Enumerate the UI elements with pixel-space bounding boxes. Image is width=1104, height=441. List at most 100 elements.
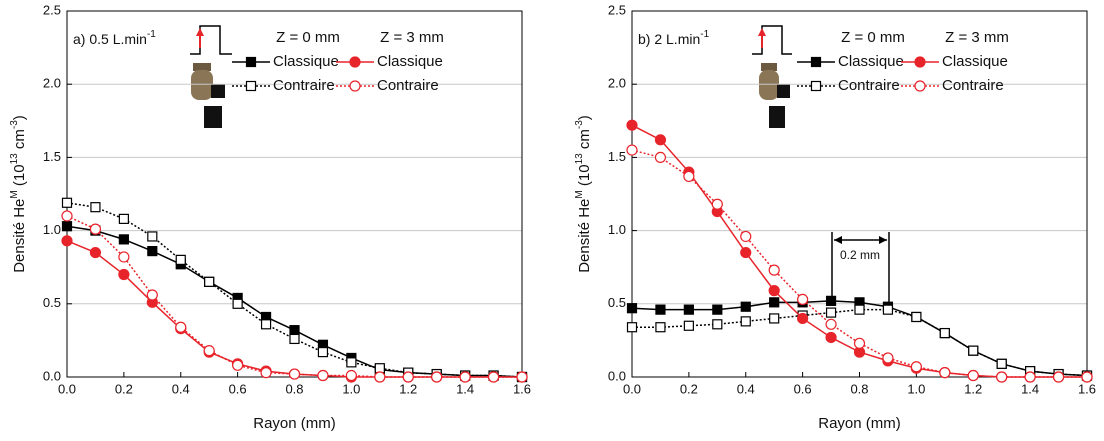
legend-group-title: Z = 0 mm	[276, 29, 340, 46]
series-line	[66, 240, 522, 378]
text-part: Densité He	[576, 199, 593, 273]
y-tick-label: 2.5	[608, 2, 626, 17]
y-tick-label: 1.0	[43, 222, 61, 237]
x-tick-label: 1.2	[964, 381, 982, 396]
data-point	[345, 369, 357, 382]
x-tick-label: 0.0	[623, 381, 641, 396]
y-tick-label: 0.5	[43, 295, 61, 310]
data-point	[61, 221, 73, 232]
data-point	[825, 295, 837, 306]
text-part: cm	[576, 129, 593, 153]
data-point	[317, 347, 329, 358]
legend-marker	[245, 56, 257, 68]
data-point	[317, 369, 329, 382]
legend-group-title: Z = 0 mm	[841, 29, 905, 46]
data-point	[90, 202, 101, 213]
data-point	[740, 301, 751, 312]
data-point	[516, 371, 528, 383]
superscript: -3	[574, 120, 585, 129]
y-tick-label: 0.0	[43, 368, 61, 383]
data-point	[910, 361, 922, 373]
device-icon	[191, 63, 225, 128]
data-point	[118, 268, 130, 281]
data-point	[825, 318, 837, 330]
data-point	[711, 198, 723, 210]
data-point	[89, 223, 102, 235]
data-point	[1052, 371, 1065, 383]
data-point	[374, 371, 386, 383]
data-point	[968, 345, 979, 356]
legend-marker	[810, 80, 822, 92]
superscript: -1	[700, 29, 709, 40]
y-tick-label: 2.0	[608, 76, 626, 91]
pulse-icon	[190, 25, 232, 55]
data-point	[768, 264, 780, 276]
data-point	[626, 144, 638, 156]
panel-title: a) 0.5 L.min-1	[73, 29, 156, 47]
data-point	[118, 213, 129, 224]
y-axis-title: Densité HeM (1013 cm-3)	[9, 115, 28, 273]
data-point	[769, 313, 780, 324]
data-point	[626, 303, 638, 314]
data-point	[655, 304, 666, 315]
data-point	[853, 337, 866, 349]
text-part: (10	[576, 164, 593, 190]
x-tick-label: 1.6	[513, 381, 531, 396]
x-tick-label: 1.4	[1021, 381, 1039, 396]
device-icon	[759, 63, 790, 128]
data-point	[882, 352, 894, 364]
data-point	[147, 245, 158, 257]
x-tick-label: 0.4	[172, 381, 190, 396]
span-arrow	[831, 232, 890, 305]
data-point	[939, 327, 950, 339]
text-part: )	[576, 115, 593, 120]
data-point	[232, 298, 243, 309]
data-point	[147, 231, 158, 242]
x-tick-label: 0.6	[229, 381, 247, 396]
y-tick-label: 1.5	[43, 149, 61, 164]
superscript: 13	[9, 153, 20, 165]
data-point	[459, 371, 471, 383]
data-point	[61, 210, 73, 222]
data-point	[61, 235, 73, 247]
series-line	[66, 225, 523, 378]
x-tick-label: 0.6	[794, 381, 812, 396]
text-part: Densité He	[11, 199, 28, 273]
series-line	[631, 149, 1087, 378]
data-point	[118, 251, 130, 263]
legend-label: Classique	[838, 53, 904, 70]
data-point	[346, 357, 357, 368]
legend-label: Contraire	[838, 77, 900, 94]
y-tick-label: 2.0	[43, 76, 61, 91]
data-point	[939, 367, 951, 379]
data-point	[374, 363, 385, 374]
x-axis-title: Rayon (mm)	[818, 415, 901, 432]
data-point	[825, 307, 837, 318]
data-point	[288, 368, 301, 380]
x-tick-label: 0.8	[285, 381, 303, 396]
y-tick-label: 2.5	[43, 2, 61, 17]
x-tick-label: 0.2	[680, 381, 698, 396]
data-point	[175, 321, 187, 333]
data-point	[260, 367, 272, 379]
text-part: cm	[11, 129, 28, 153]
data-point	[260, 319, 272, 330]
x-tick-label: 1.2	[399, 381, 417, 396]
data-point	[996, 371, 1008, 383]
data-point	[1024, 371, 1036, 383]
data-point	[232, 359, 244, 371]
series-line	[66, 215, 522, 378]
pulse-icon	[752, 25, 792, 55]
text-part: b) 2 L.min	[638, 31, 700, 47]
data-point	[1081, 371, 1093, 383]
legend-label: Classique	[377, 53, 443, 70]
data-point	[654, 134, 667, 146]
data-point	[712, 319, 723, 330]
data-point	[289, 333, 300, 345]
x-tick-label: 1.6	[1078, 381, 1096, 396]
data-point	[683, 320, 694, 331]
data-point	[683, 170, 695, 183]
x-tick-label: 0.0	[58, 381, 76, 396]
data-point	[967, 369, 979, 382]
